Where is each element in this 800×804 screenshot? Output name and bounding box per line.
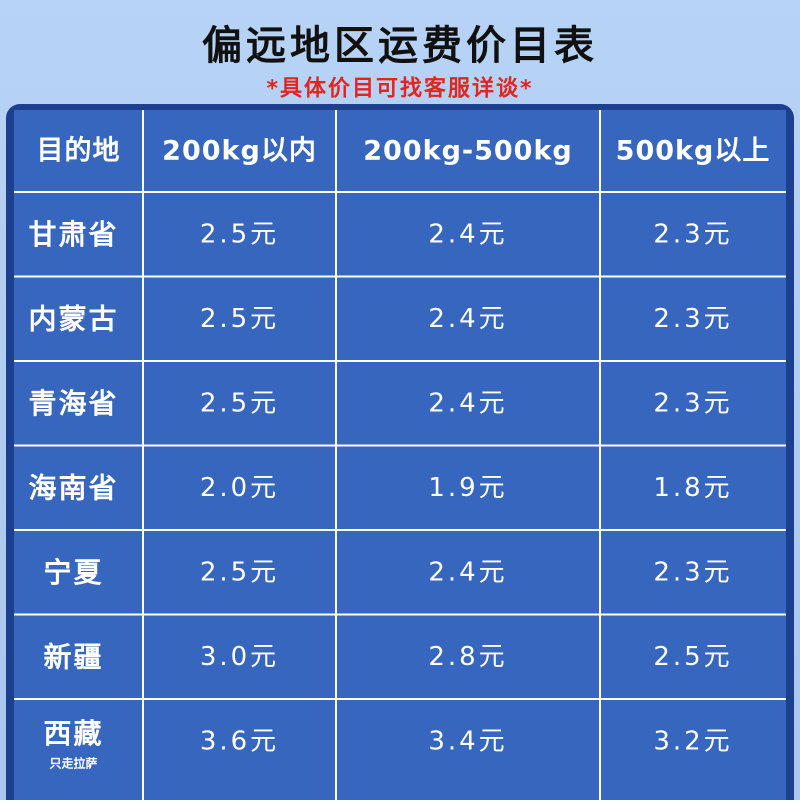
price: 3.4元	[428, 726, 507, 756]
price: 2.5元	[653, 642, 732, 672]
price: 2.3元	[653, 219, 732, 249]
price: 2.4元	[428, 557, 507, 587]
region: 新疆	[43, 640, 103, 673]
region: 甘肃省	[28, 218, 118, 251]
price: 1.9元	[428, 473, 507, 503]
region: 海南省	[28, 471, 118, 504]
price: 2.4元	[428, 304, 507, 334]
price: 2.5元	[200, 219, 279, 249]
price: 3.0元	[200, 642, 279, 672]
price: 2.0元	[200, 473, 279, 503]
region-note: 只走拉萨	[49, 755, 97, 770]
region: 内蒙古	[28, 302, 118, 335]
title: 偏远地区运费价目表	[202, 23, 598, 69]
price: 2.8元	[428, 642, 507, 672]
region: 宁夏	[43, 556, 103, 589]
region: 青海省	[28, 387, 118, 420]
price: 2.3元	[653, 388, 732, 418]
price: 2.5元	[200, 304, 279, 334]
price: 2.5元	[200, 388, 279, 418]
column-header: 500kg以上	[616, 136, 771, 167]
price: 2.4元	[428, 219, 507, 249]
region: 西藏	[43, 717, 103, 750]
price: 2.5元	[200, 557, 279, 587]
price: 2.4元	[428, 388, 507, 418]
column-header: 200kg以内	[162, 136, 317, 167]
column-header: 200kg-500kg	[363, 136, 573, 167]
subtitle: *具体价目可找客服详谈*	[266, 76, 533, 102]
price: 2.3元	[653, 304, 732, 334]
price: 3.6元	[200, 726, 279, 756]
column-header: 目的地	[37, 135, 121, 167]
price: 2.3元	[653, 557, 732, 587]
price: 3.2元	[653, 726, 732, 756]
price: 1.8元	[653, 473, 732, 503]
table-body	[14, 110, 786, 804]
